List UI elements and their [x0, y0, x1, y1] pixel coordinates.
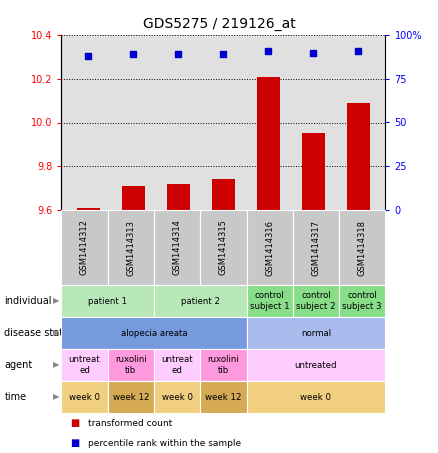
- Bar: [347, 103, 370, 210]
- Text: untreated: untreated: [295, 361, 337, 370]
- Text: week 0: week 0: [162, 392, 193, 401]
- Text: transformed count: transformed count: [88, 419, 172, 428]
- Bar: [302, 134, 325, 210]
- Text: ■: ■: [70, 438, 79, 448]
- Text: ▶: ▶: [53, 297, 59, 305]
- Text: percentile rank within the sample: percentile rank within the sample: [88, 439, 241, 448]
- Text: untreat
ed: untreat ed: [161, 355, 193, 375]
- Text: week 12: week 12: [205, 392, 242, 401]
- Point: [130, 51, 137, 58]
- Text: ▶: ▶: [53, 392, 59, 401]
- Bar: [212, 179, 235, 210]
- Text: patient 1: patient 1: [88, 297, 127, 305]
- Text: agent: agent: [4, 360, 32, 370]
- Point: [265, 47, 272, 54]
- Bar: [122, 186, 145, 210]
- Text: normal: normal: [301, 328, 331, 337]
- Text: GSM1414314: GSM1414314: [173, 220, 182, 275]
- Bar: [77, 208, 99, 210]
- Text: disease state: disease state: [4, 328, 70, 338]
- Point: [355, 47, 362, 54]
- Bar: [257, 77, 279, 210]
- Text: ruxolini
tib: ruxolini tib: [208, 355, 239, 375]
- Text: GSM1414316: GSM1414316: [265, 220, 274, 275]
- Point: [85, 53, 92, 60]
- Text: GSM1414313: GSM1414313: [126, 220, 135, 275]
- Text: GSM1414317: GSM1414317: [311, 220, 321, 275]
- Point: [175, 51, 182, 58]
- Text: control
subject 1: control subject 1: [250, 291, 290, 311]
- Text: week 0: week 0: [69, 392, 100, 401]
- Text: individual: individual: [4, 296, 52, 306]
- Text: control
subject 3: control subject 3: [343, 291, 382, 311]
- Point: [220, 51, 227, 58]
- Text: control
subject 2: control subject 2: [296, 291, 336, 311]
- Text: ruxolini
tib: ruxolini tib: [115, 355, 147, 375]
- Text: GSM1414318: GSM1414318: [358, 220, 367, 275]
- Text: GDS5275 / 219126_at: GDS5275 / 219126_at: [143, 17, 295, 31]
- Bar: [167, 184, 190, 210]
- Text: GSM1414312: GSM1414312: [80, 220, 89, 275]
- Text: patient 2: patient 2: [181, 297, 220, 305]
- Text: alopecia areata: alopecia areata: [120, 328, 187, 337]
- Text: GSM1414315: GSM1414315: [219, 220, 228, 275]
- Text: week 12: week 12: [113, 392, 149, 401]
- Text: untreat
ed: untreat ed: [69, 355, 100, 375]
- Text: ■: ■: [70, 418, 79, 428]
- Text: ▶: ▶: [53, 361, 59, 370]
- Text: week 0: week 0: [300, 392, 332, 401]
- Point: [310, 49, 317, 56]
- Text: ▶: ▶: [53, 328, 59, 337]
- Text: time: time: [4, 392, 27, 402]
